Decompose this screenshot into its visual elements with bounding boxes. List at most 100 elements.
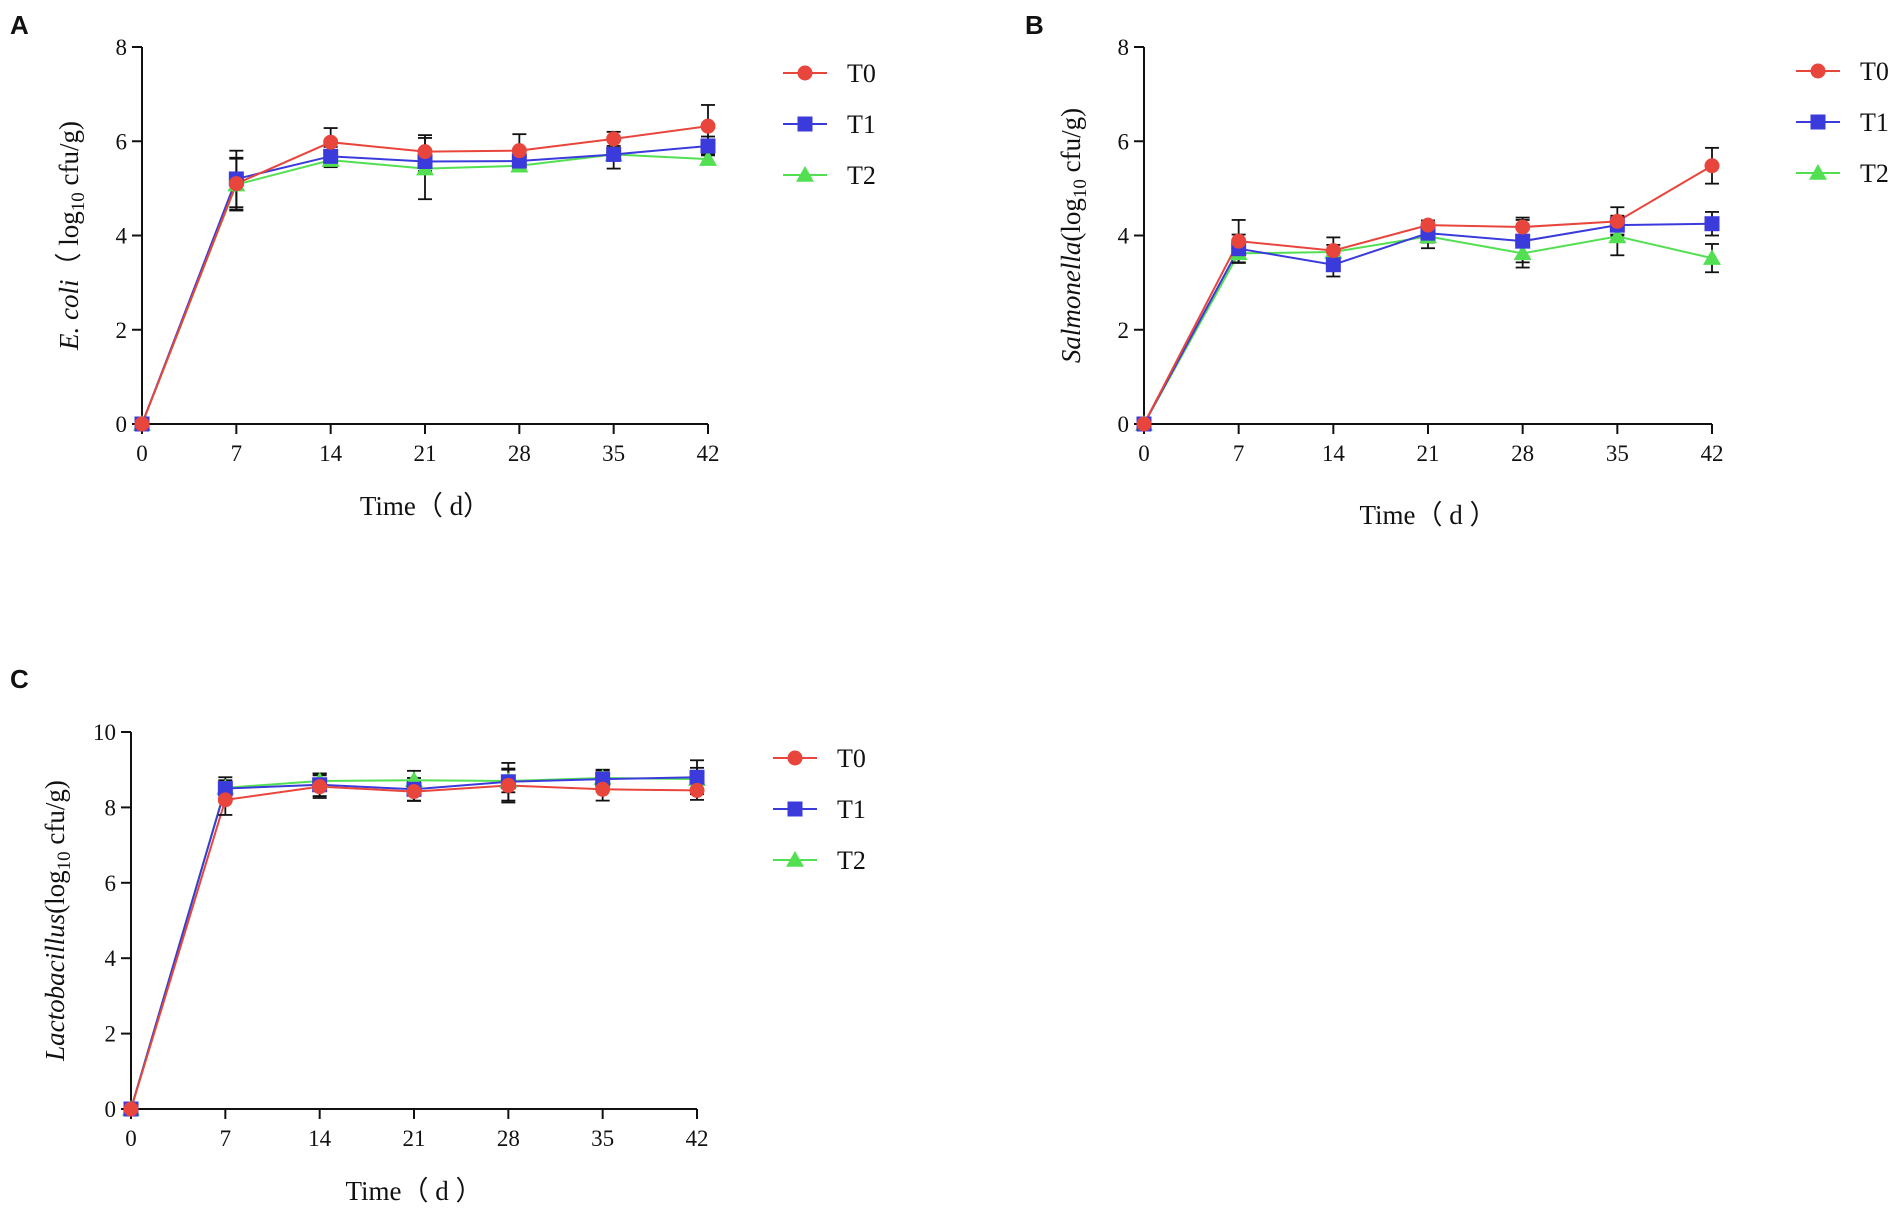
data-point-t0 bbox=[1325, 243, 1341, 259]
x-tick-label: 28 bbox=[508, 441, 531, 466]
data-point-t0 bbox=[606, 131, 622, 147]
y-axis-title-organism: E. coli bbox=[54, 280, 84, 351]
data-point-t1 bbox=[1325, 257, 1341, 273]
legend-marker-triangle-icon bbox=[1809, 164, 1827, 180]
data-point-t0 bbox=[595, 781, 611, 797]
x-tick-label: 0 bbox=[136, 441, 148, 466]
data-point-t1 bbox=[689, 769, 705, 785]
data-point-t0 bbox=[406, 784, 422, 800]
x-tick-label: 35 bbox=[591, 1126, 614, 1151]
x-tick-label: 0 bbox=[125, 1126, 137, 1151]
legend-label: T1 bbox=[837, 795, 866, 824]
data-point-t1 bbox=[511, 153, 527, 169]
y-tick-label: 4 bbox=[1118, 224, 1130, 249]
data-point-t0 bbox=[134, 416, 150, 432]
y-axis-title-subscript: 10 bbox=[1070, 179, 1091, 198]
series-line-t0 bbox=[1143, 164, 1713, 425]
data-point-t2 bbox=[1703, 249, 1721, 265]
x-tick-label: 7 bbox=[220, 1126, 232, 1151]
legend-item-t2: T2 bbox=[783, 161, 876, 190]
legend-label: T0 bbox=[1860, 57, 1889, 86]
data-point-t0 bbox=[1420, 217, 1436, 233]
legend-label: T0 bbox=[837, 744, 866, 773]
data-point-t0 bbox=[1136, 416, 1152, 432]
x-tick-label: 21 bbox=[1417, 441, 1440, 466]
series-line-t1 bbox=[1143, 222, 1713, 425]
y-tick-label: 6 bbox=[1118, 129, 1130, 154]
x-tick-label: 42 bbox=[697, 441, 720, 466]
y-axis-title-unit: (log bbox=[40, 870, 70, 914]
data-point-t2 bbox=[1608, 227, 1627, 244]
x-tick-label: 42 bbox=[1701, 441, 1724, 466]
legend-marker-square-icon bbox=[1810, 114, 1826, 130]
x-axis-title: Time（ d ） bbox=[1359, 500, 1496, 530]
legend-marker-triangle-icon bbox=[796, 166, 814, 182]
data-point-t1 bbox=[606, 146, 622, 162]
y-tick-label: 10 bbox=[93, 720, 116, 745]
x-tick-label: 35 bbox=[602, 441, 625, 466]
y-tick-label: 6 bbox=[116, 129, 128, 154]
legend: T0 T1 T2 bbox=[783, 59, 876, 190]
data-point-t2 bbox=[699, 150, 717, 166]
y-axis-title-unit: (log bbox=[1056, 198, 1086, 242]
x-tick-label: 7 bbox=[231, 441, 243, 466]
data-point-t0 bbox=[217, 792, 233, 808]
y-axis-title-organism: Salmonella bbox=[1056, 242, 1086, 364]
chart-panel-c: C 0 2 4 6 8 10 0 7 14 21 28 35 42 Time（ d ） Lactobacill… bbox=[10, 664, 866, 1206]
legend-marker-circle-icon bbox=[797, 65, 813, 81]
legend-item-t0: T0 bbox=[1796, 57, 1889, 86]
data-point-t1 bbox=[323, 148, 339, 164]
legend-marker-square-icon bbox=[797, 116, 813, 132]
series-line-t0 bbox=[130, 784, 698, 1110]
x-tick-label: 0 bbox=[1138, 441, 1150, 466]
legend-marker-circle-icon bbox=[787, 750, 803, 766]
x-tick-label: 14 bbox=[1322, 441, 1346, 466]
legend: T0 T1 T2 bbox=[773, 744, 866, 875]
panel-label: B bbox=[1025, 10, 1044, 40]
legend-item-t1: T1 bbox=[773, 795, 866, 824]
data-point-t2 bbox=[1513, 244, 1532, 261]
data-point-t0 bbox=[312, 779, 328, 795]
y-tick-label: 8 bbox=[116, 35, 128, 60]
x-tick-label: 28 bbox=[497, 1126, 520, 1151]
data-point-t0 bbox=[1609, 213, 1625, 229]
x-tick-label: 14 bbox=[308, 1126, 332, 1151]
legend-label: T0 bbox=[847, 59, 876, 88]
y-tick-label: 2 bbox=[105, 1022, 117, 1047]
x-tick-label: 21 bbox=[403, 1126, 426, 1151]
legend-item-t0: T0 bbox=[783, 59, 876, 88]
data-point-t0 bbox=[123, 1101, 139, 1117]
legend-marker-square-icon bbox=[787, 801, 803, 817]
data-point-t0 bbox=[689, 782, 705, 798]
y-tick-label: 2 bbox=[1118, 318, 1130, 343]
data-point-t0 bbox=[700, 118, 716, 134]
panel-label: A bbox=[10, 10, 29, 40]
x-tick-label: 14 bbox=[319, 441, 343, 466]
y-axis-title-unit-end: cfu/g) bbox=[54, 121, 84, 192]
y-tick-label: 2 bbox=[116, 318, 128, 343]
y-axis-title-organism: Lactobacillus bbox=[40, 914, 70, 1062]
y-axis-title-unit-end: cfu/g) bbox=[40, 780, 70, 851]
y-axis-title: Salmonella(log10 cfu/g) bbox=[1056, 108, 1091, 363]
y-tick-label: 0 bbox=[1118, 412, 1130, 437]
x-axis-title: Time（ d） bbox=[360, 491, 490, 521]
data-point-t1 bbox=[217, 781, 233, 797]
data-point-t0 bbox=[417, 144, 433, 160]
data-point-t0 bbox=[1515, 219, 1531, 235]
y-axis-title: Lactobacillus(log10 cfu/g) bbox=[40, 780, 75, 1062]
legend-label: T2 bbox=[837, 846, 866, 875]
y-tick-label: 8 bbox=[1118, 35, 1130, 60]
y-tick-label: 4 bbox=[105, 946, 117, 971]
x-tick-label: 35 bbox=[1606, 441, 1629, 466]
y-tick-label: 0 bbox=[116, 412, 128, 437]
y-axis-title-unit: （ log bbox=[54, 211, 84, 279]
y-axis-title-unit-end: cfu/g) bbox=[1056, 108, 1086, 179]
y-tick-label: 4 bbox=[116, 224, 128, 249]
data-point-t0 bbox=[1704, 158, 1720, 174]
legend-marker-circle-icon bbox=[1810, 63, 1826, 79]
data-point-t0 bbox=[500, 778, 516, 794]
x-tick-label: 28 bbox=[1511, 441, 1534, 466]
x-tick-label: 42 bbox=[686, 1126, 709, 1151]
series-line-t1 bbox=[130, 776, 698, 1110]
